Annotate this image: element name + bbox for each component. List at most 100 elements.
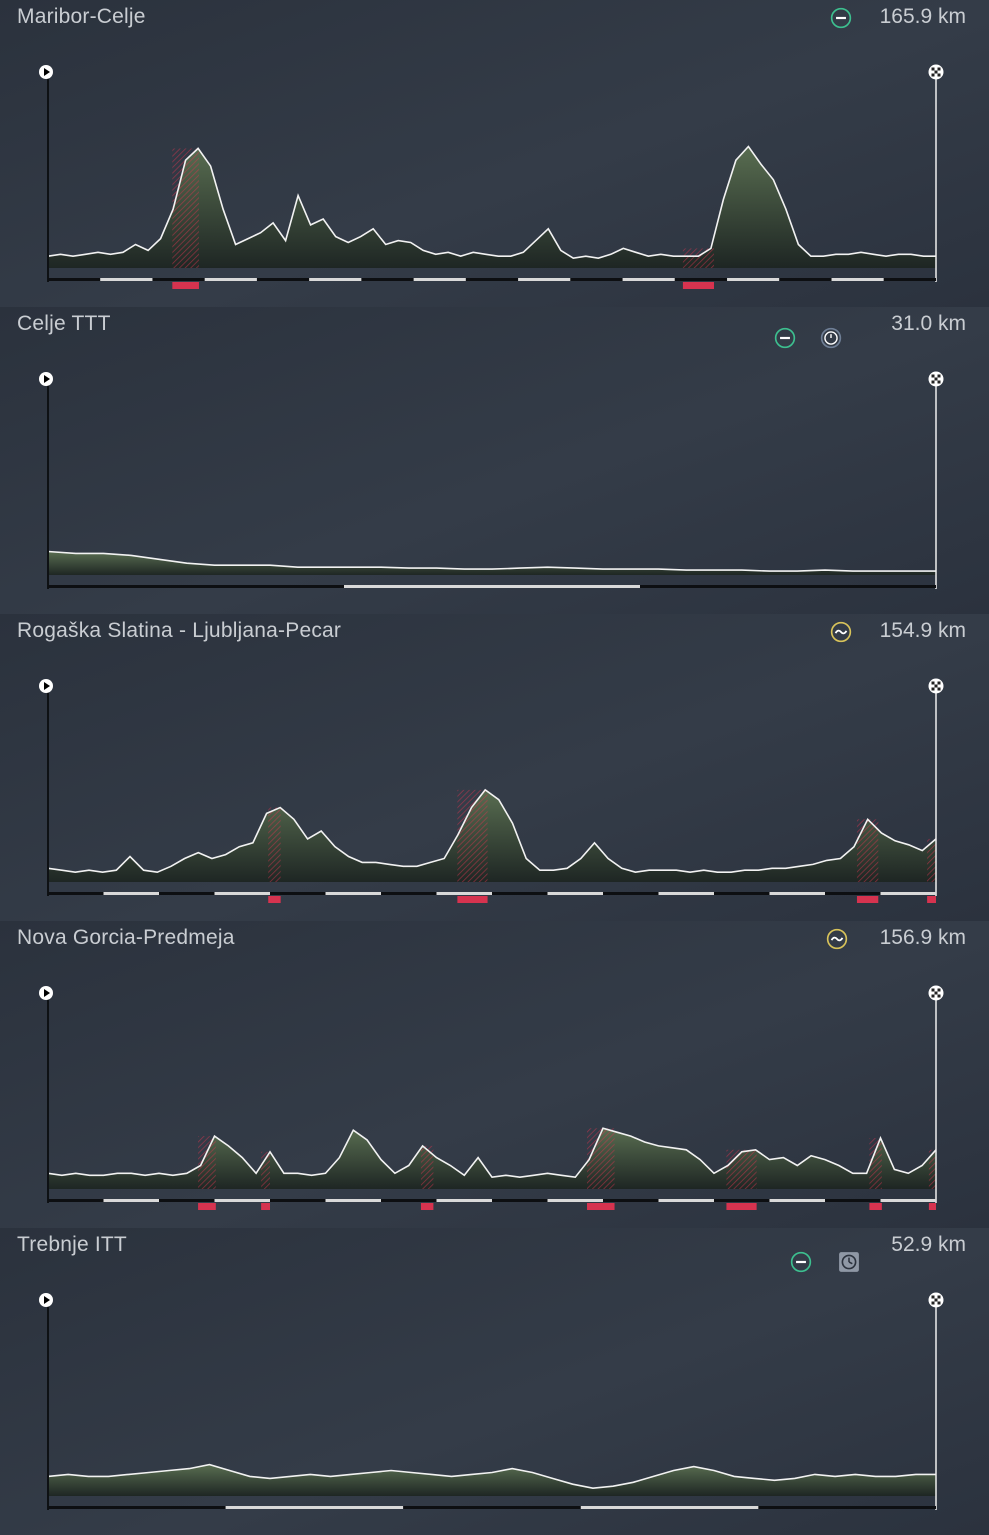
- start-marker-icon: [39, 65, 53, 79]
- distance-bar-segment: [714, 1199, 770, 1202]
- climb-hatch: [172, 148, 199, 268]
- climb-marker[interactable]: [172, 282, 199, 289]
- climb-marker[interactable]: [856, 896, 879, 903]
- distance-bar-segment: [603, 892, 659, 895]
- stage-title: Rogaška Slatina - Ljubljana-Pecar: [17, 619, 342, 642]
- stage-profile-card[interactable]: Maribor-Celje 165.9 km: [0, 0, 989, 307]
- elevation-profile-chart: [39, 985, 944, 1210]
- distance-bar-segment: [640, 585, 936, 588]
- distance-bar-segment: [225, 1506, 404, 1509]
- distance-bar-segment: [361, 278, 414, 281]
- stage-title: Nova Gorcia-Predmeja: [17, 926, 235, 949]
- distance-bar-segment: [256, 278, 310, 281]
- climb-marker[interactable]: [420, 1203, 434, 1210]
- stage-distance: 31.0 km: [891, 312, 966, 335]
- flat-stage-icon: [790, 1251, 812, 1273]
- stage-type-icon-wrap: [830, 621, 852, 643]
- individual-time-trial-icon: [839, 1252, 859, 1272]
- climb-marker[interactable]: [927, 896, 936, 903]
- distance-bar-segment: [270, 892, 326, 895]
- stage-profile-card[interactable]: Nova Gorcia-Predmeja 156.9 km: [0, 921, 989, 1228]
- start-marker-icon: [39, 372, 53, 386]
- distance-bar-segment: [103, 1199, 159, 1202]
- elevation-profile-chart: [39, 1292, 944, 1510]
- climb-hatch: [261, 1151, 270, 1189]
- climb-marker[interactable]: [261, 1203, 270, 1210]
- distance-bar-segment: [880, 892, 936, 895]
- distance-bar-segment: [547, 1199, 603, 1202]
- distance-bar-segment: [100, 278, 153, 281]
- team-time-trial-icon: [820, 327, 842, 349]
- climb-marker[interactable]: [587, 1203, 615, 1210]
- climb-marker[interactable]: [726, 1203, 757, 1210]
- distance-bar-segment: [48, 278, 101, 281]
- finish-flag-icon: [928, 985, 944, 1001]
- climb-hatch: [869, 1138, 882, 1189]
- profile-line: [47, 1463, 936, 1490]
- finish-flag-icon: [928, 678, 944, 694]
- climb-marker[interactable]: [268, 896, 281, 903]
- climb-hatch: [587, 1128, 615, 1189]
- stage-distance: 52.9 km: [891, 1233, 966, 1256]
- distance-bar-segment: [883, 278, 936, 281]
- finish-flag-icon: [928, 1292, 944, 1308]
- distance-bar-segment: [214, 1199, 270, 1202]
- stage-title: Maribor-Celje: [17, 5, 146, 28]
- distance-bar-segment: [103, 892, 159, 895]
- terrain-area: [48, 1464, 936, 1496]
- distance-bar-segment: [492, 892, 548, 895]
- stage-profile-card[interactable]: Rogaška Slatina - Ljubljana-Pecar 154.9 k…: [0, 614, 989, 921]
- distance-bar-segment: [492, 1199, 548, 1202]
- distance-bar-segment: [727, 278, 780, 281]
- stage-type-icon-wrap: [826, 928, 848, 950]
- climb-marker[interactable]: [682, 282, 714, 289]
- distance-bar-segment: [48, 1506, 226, 1509]
- stage-profile-card[interactable]: Celje TTT 31.0 km: [0, 307, 989, 614]
- climb-marker[interactable]: [869, 1203, 882, 1210]
- finish-flag-icon: [928, 64, 944, 80]
- climb-hatch: [198, 1136, 216, 1189]
- distance-bar-segment: [674, 278, 728, 281]
- distance-bar-segment: [825, 892, 881, 895]
- finish-flag-icon: [928, 371, 944, 387]
- elevation-profile-chart: [39, 678, 944, 903]
- profile-line: [47, 145, 936, 260]
- distance-bar-segment: [769, 1199, 825, 1202]
- stage-title: Celje TTT: [17, 312, 111, 335]
- distance-bar-segment: [48, 1199, 104, 1202]
- start-marker-icon: [39, 679, 53, 693]
- climb-hatch: [268, 807, 281, 882]
- climb-marker[interactable]: [457, 896, 488, 903]
- distance-bar-segment: [325, 1199, 381, 1202]
- start-marker-icon: [39, 1293, 53, 1307]
- stage-type-icon-wrap: [830, 7, 852, 29]
- distance-bar-segment: [769, 892, 825, 895]
- distance-bar-segment: [436, 892, 492, 895]
- distance-bar-segment: [159, 1199, 215, 1202]
- terrain-area: [48, 789, 936, 882]
- terrain-area: [48, 1128, 936, 1189]
- climb-marker[interactable]: [198, 1203, 216, 1210]
- stage-type-icon-wrap: [774, 327, 796, 349]
- distance-bar-segment: [48, 585, 344, 588]
- distance-bar-segment: [580, 1506, 759, 1509]
- distance-bar-segment: [403, 1506, 581, 1509]
- distance-bar-segment: [381, 892, 437, 895]
- distance-bar-segment: [204, 278, 257, 281]
- distance-bar-segment: [309, 278, 362, 281]
- distance-bar-segment: [344, 585, 640, 588]
- distance-bar-segment: [758, 1506, 936, 1509]
- climb-hatch: [420, 1145, 434, 1189]
- hilly-stage-icon: [826, 928, 848, 950]
- climb-marker[interactable]: [928, 1203, 936, 1210]
- distance-bar-segment: [48, 892, 104, 895]
- climb-hatch: [856, 819, 879, 882]
- stage-profile-card[interactable]: Trebnje ITT 52.9 km: [0, 1228, 989, 1535]
- stage-title: Trebnje ITT: [17, 1233, 127, 1256]
- distance-bar-segment: [518, 278, 571, 281]
- distance-bar-segment: [270, 1199, 326, 1202]
- climb-hatch: [928, 1149, 936, 1189]
- distance-bar-segment: [714, 892, 770, 895]
- distance-bar-segment: [547, 892, 603, 895]
- stage-distance: 156.9 km: [879, 926, 966, 949]
